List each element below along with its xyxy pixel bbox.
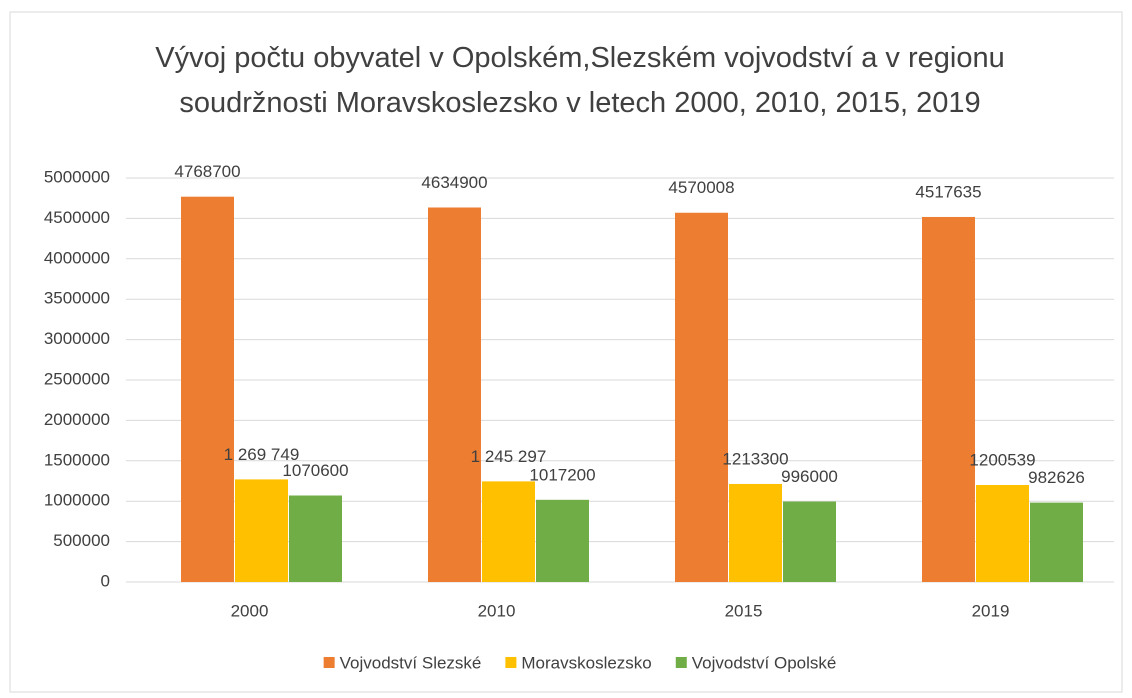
value-label: 4634900 [421, 173, 487, 192]
value-label: 1200539 [969, 450, 1035, 469]
bar [482, 481, 535, 582]
bar [181, 196, 234, 583]
y-tick-label: 1500000 [44, 450, 110, 469]
y-tick-label: 3000000 [44, 329, 110, 348]
bar [675, 212, 728, 582]
bar [536, 499, 589, 582]
value-label: 4570008 [668, 178, 734, 197]
y-tick-label: 5000000 [44, 167, 110, 186]
y-tick-label: 0 [101, 571, 110, 590]
y-tick-label: 3500000 [44, 289, 110, 308]
bar [729, 483, 782, 582]
bar [922, 216, 975, 582]
y-tick-label: 4500000 [44, 208, 110, 227]
value-label: 1070600 [282, 461, 348, 480]
y-tick-label: 500000 [53, 531, 110, 550]
legend-label: Moravskoslezsko [521, 653, 651, 672]
value-label: 1017200 [529, 465, 595, 484]
value-label: 4768700 [174, 162, 240, 181]
bar [428, 207, 481, 583]
legend-swatch [323, 657, 335, 668]
bar [289, 495, 342, 582]
legend-label: Vojvodství Opolské [692, 653, 837, 672]
legend-label: Vojvodství Slezské [340, 653, 482, 672]
bar [783, 501, 836, 582]
value-label: 1 269 749 [224, 445, 300, 464]
y-tick-label: 4000000 [44, 248, 110, 267]
x-tick-label: 2015 [725, 601, 763, 620]
y-tick-label: 1000000 [44, 491, 110, 510]
legend-swatch [675, 657, 687, 668]
x-tick-label: 2000 [231, 601, 269, 620]
y-tick-label: 2500000 [44, 369, 110, 388]
bar [235, 479, 288, 582]
value-label: 996000 [781, 467, 838, 486]
y-tick-label: 2000000 [44, 410, 110, 429]
value-label: 982626 [1028, 468, 1085, 487]
legend-swatch [505, 657, 517, 668]
value-label: 1 245 297 [471, 447, 547, 466]
value-label: 1213300 [722, 449, 788, 468]
value-label: 4517635 [915, 182, 981, 201]
bar [976, 484, 1029, 582]
x-tick-label: 2010 [478, 601, 516, 620]
x-tick-label: 2019 [972, 601, 1010, 620]
chart-title: Vývoj počtu obyvatel v Opolském,Slezském… [155, 42, 1005, 119]
bar [1030, 502, 1083, 582]
